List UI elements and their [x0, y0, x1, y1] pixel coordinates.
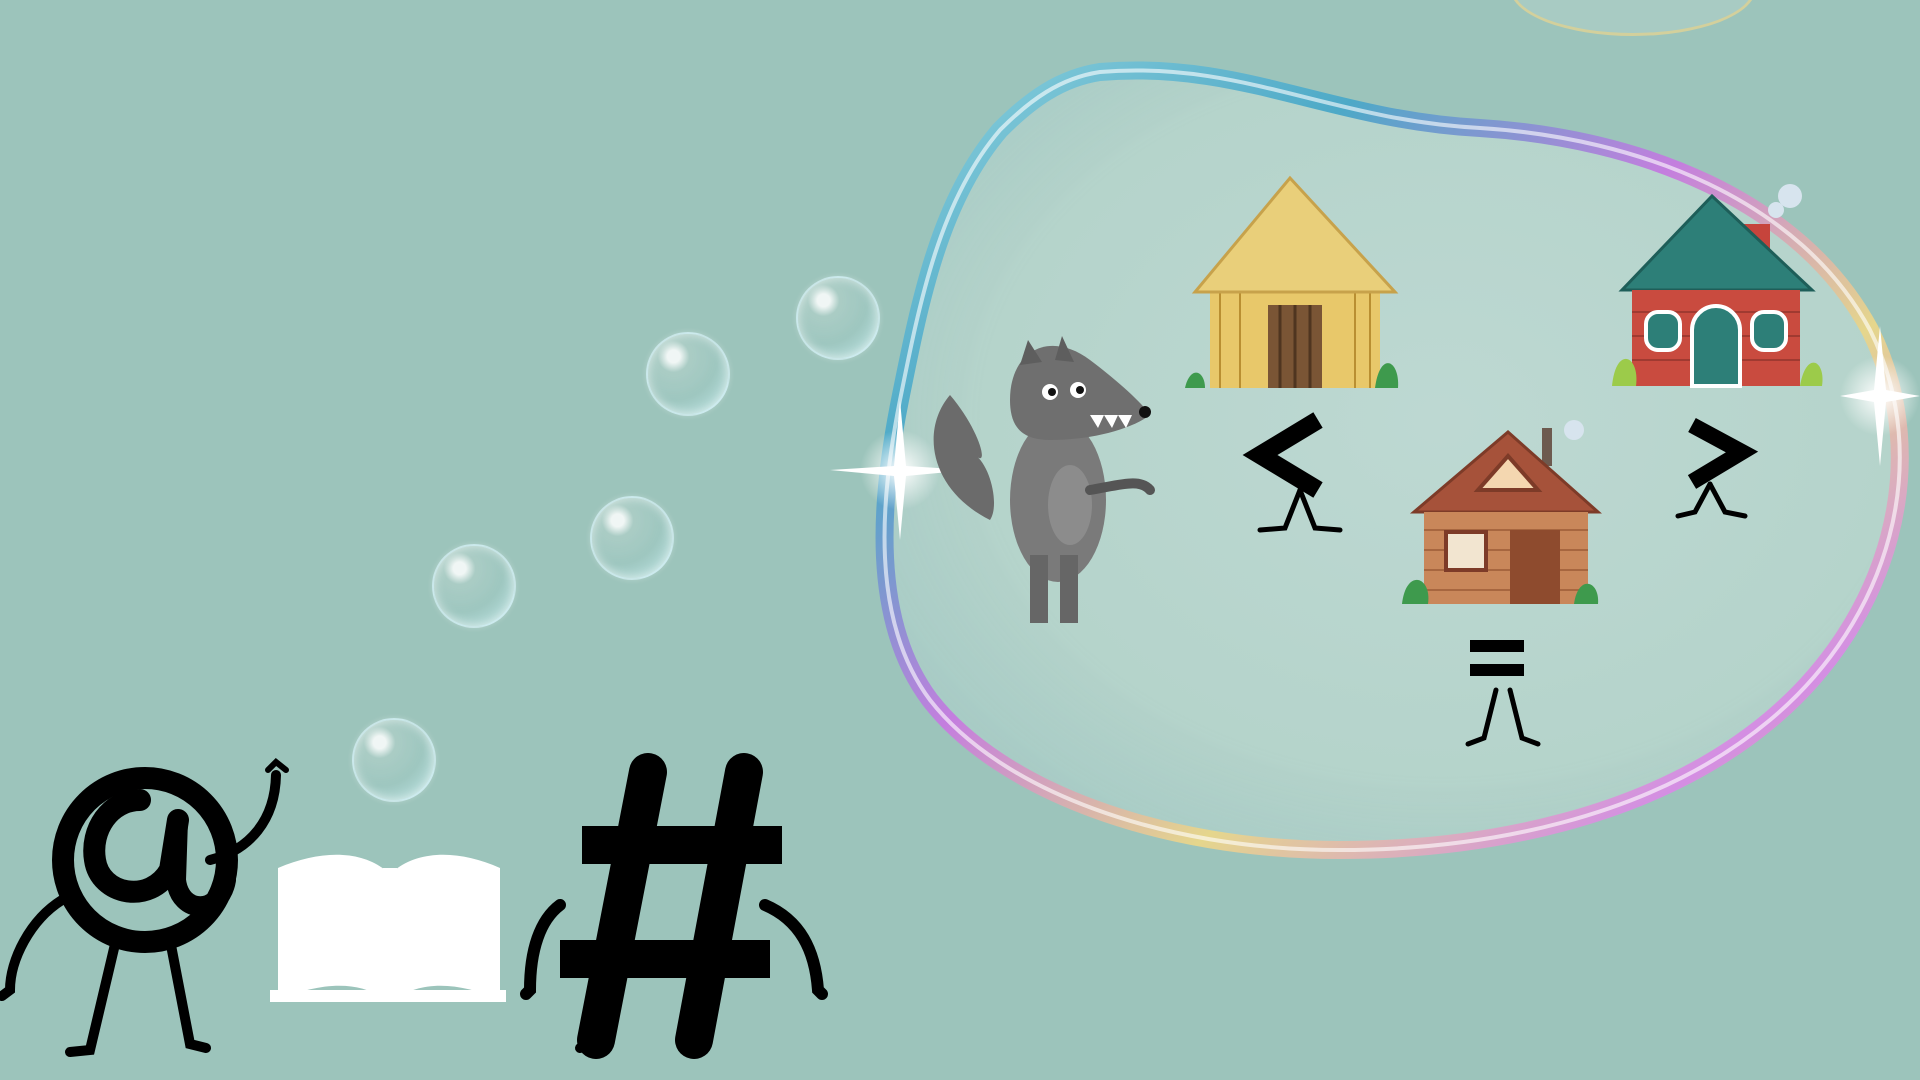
sparkle-icon [1840, 326, 1920, 466]
small-bubble [590, 496, 674, 580]
small-bubble [646, 332, 730, 416]
small-bubble [432, 544, 516, 628]
small-bubble [352, 718, 436, 802]
small-bubble [796, 276, 880, 360]
sparkle-icon [830, 400, 970, 540]
